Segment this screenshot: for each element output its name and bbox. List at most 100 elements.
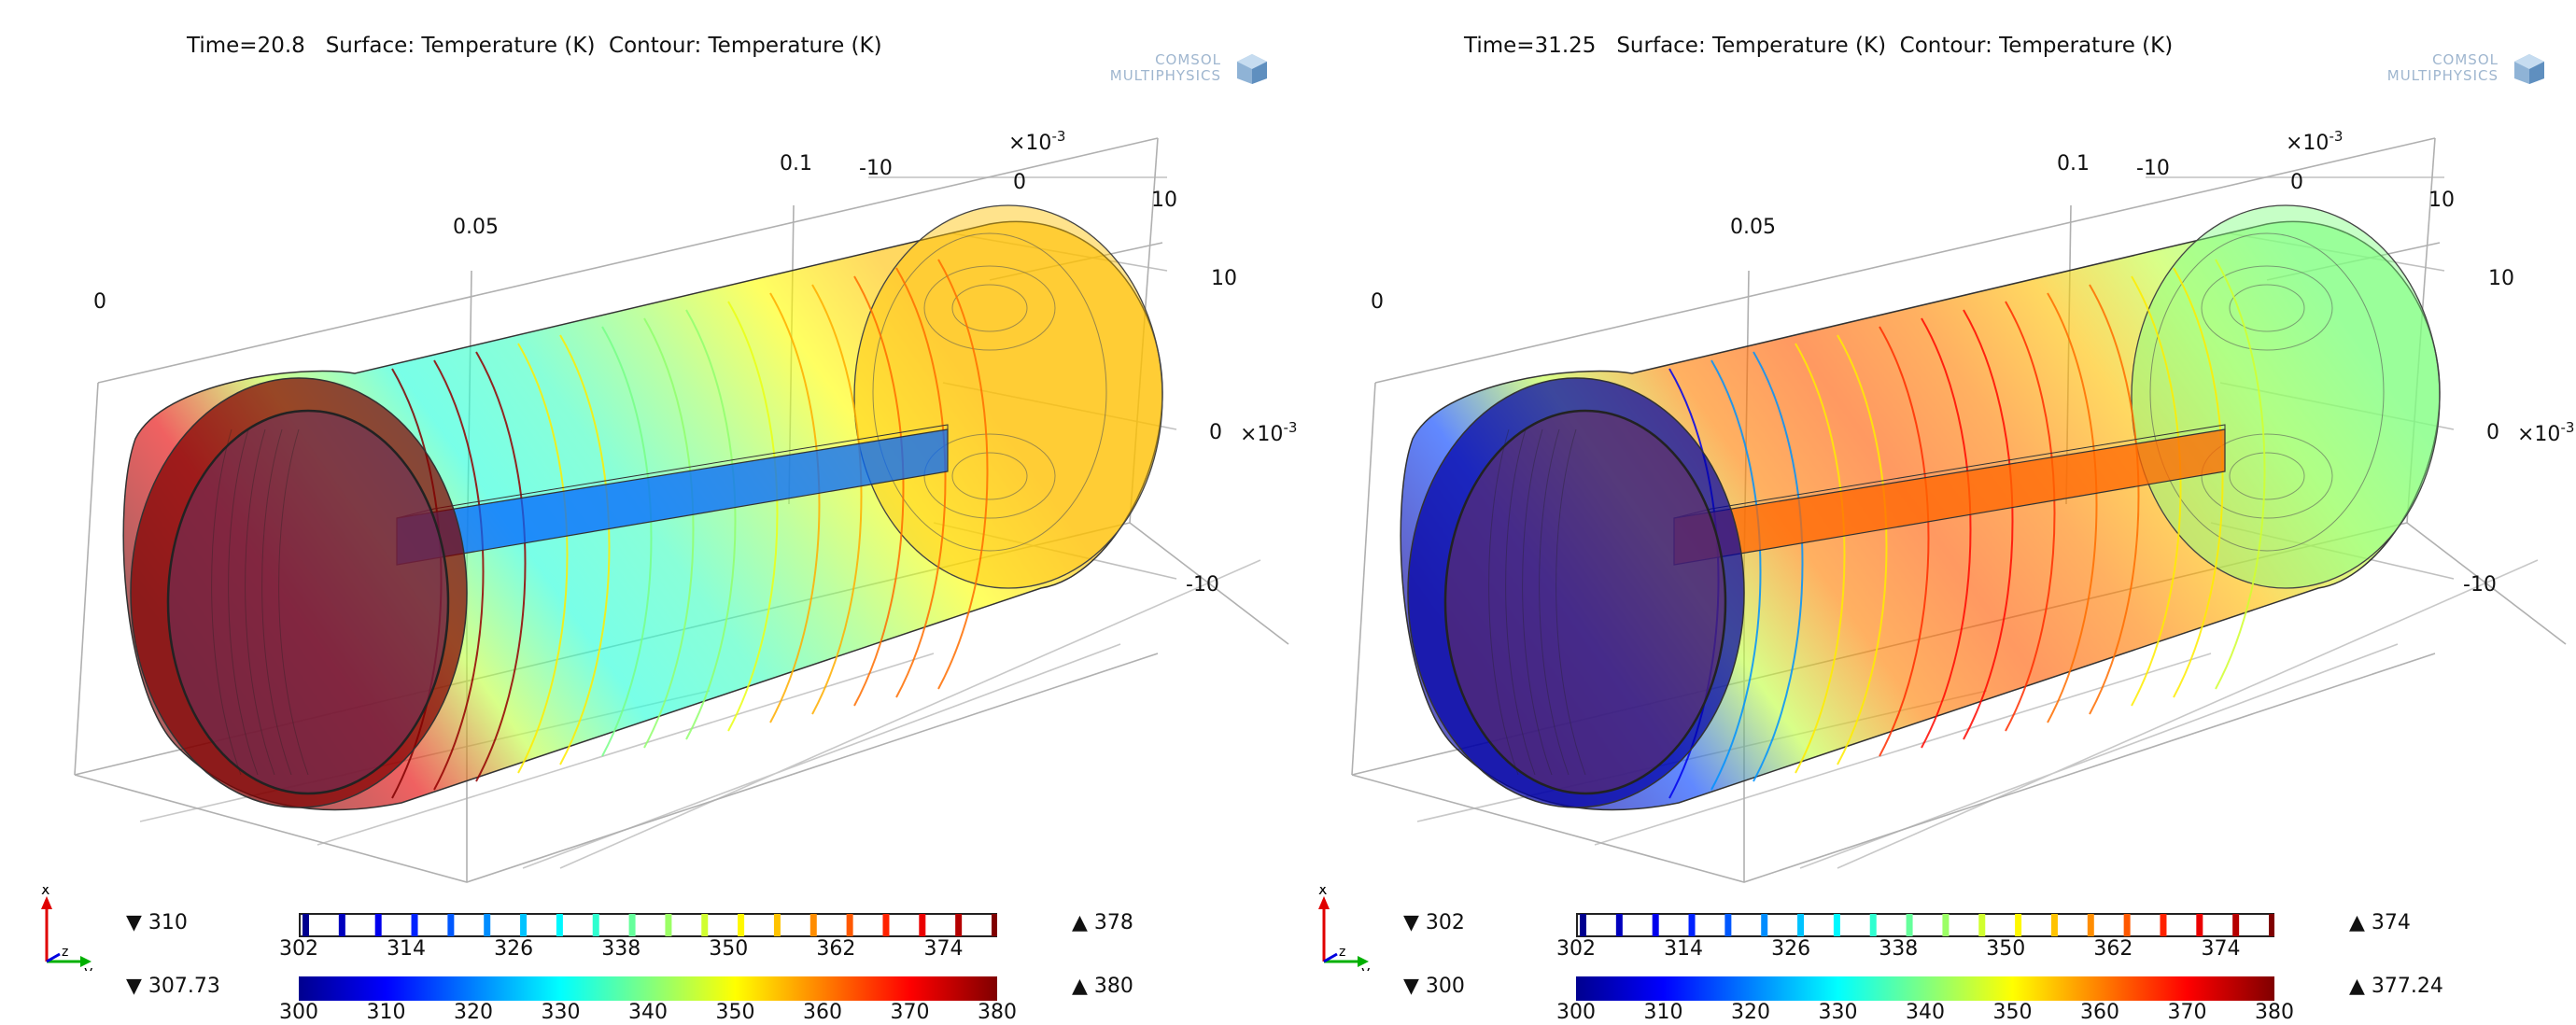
triad-x-label: x <box>1318 887 1327 898</box>
contour-level-swatch <box>556 914 563 936</box>
contour-level-swatch <box>2087 914 2094 936</box>
contour-min-label: ▼ 310 <box>126 911 188 934</box>
contour-level-swatch <box>1761 914 1768 936</box>
surface-tick-label: 340 <box>628 1001 668 1024</box>
contour-level-swatch <box>919 914 926 936</box>
contour-level-swatch <box>2015 914 2022 936</box>
contour-tick-label: 362 <box>816 937 856 961</box>
triad-y-label: y <box>84 962 92 971</box>
contour-tick-label: 338 <box>601 937 641 961</box>
contour-level-swatch <box>773 914 781 936</box>
contour-level-swatch <box>447 914 455 936</box>
far-end-cap <box>2131 204 2441 589</box>
z-tick-10: 10 <box>1211 267 1237 290</box>
contour-level-swatch <box>2196 914 2203 936</box>
surface-max-label: ▲ 380 <box>1072 975 1133 998</box>
contour-level-swatch <box>303 914 309 936</box>
contour-level-swatch <box>2160 914 2167 936</box>
surface-tick-label: 330 <box>1818 1001 1858 1024</box>
contour-level-swatch <box>2123 914 2131 936</box>
z-tick-0: 0 <box>2486 421 2499 444</box>
surface-tick-label: 310 <box>1643 1001 1683 1024</box>
contour-level-swatch <box>1797 914 1805 936</box>
contour-tick-label: 302 <box>279 937 318 961</box>
contour-legend: ▼ 302 ▲ 374 <box>1277 906 2491 952</box>
contour-level-swatch <box>628 914 636 936</box>
near-end-bore <box>166 409 450 795</box>
contour-level-swatch <box>1724 914 1732 936</box>
surface-tick-label: 350 <box>1992 1001 2033 1024</box>
x-tick-0: 0 <box>1371 290 1384 314</box>
triad-y-label: y <box>1361 962 1370 971</box>
surface-tick-label: 360 <box>2080 1001 2119 1024</box>
contour-tick-label: 314 <box>387 937 427 961</box>
surface-tick-label: 320 <box>1731 1001 1770 1024</box>
contour-level-swatch <box>1580 914 1586 936</box>
contour-level-swatch <box>809 914 817 936</box>
y-exponent: ×10-3 <box>2286 128 2343 155</box>
contour-tick-label: 350 <box>709 937 749 961</box>
contour-legend-ticks: 302 314 326 338 350 362 374 <box>1556 937 2274 962</box>
contour-level-swatch <box>520 914 528 936</box>
contour-level-swatch <box>701 914 709 936</box>
far-end-contours <box>923 265 1056 519</box>
surface-tick-label: 360 <box>803 1001 842 1024</box>
near-end-bore <box>1443 409 1727 795</box>
plot-title: Time=20.8 Surface: Temperature (K) Conto… <box>187 34 882 58</box>
colorbar-gradient-rect <box>1576 976 2274 1001</box>
contour-max-label: ▲ 378 <box>1072 911 1133 934</box>
contour-level-swatch <box>665 914 672 936</box>
contour-legend-bar <box>299 913 997 937</box>
cylinder-surface <box>1400 204 2441 811</box>
contour-min-label: ▼ 302 <box>1403 911 1465 934</box>
y-tick-10: 10 <box>2428 189 2455 212</box>
contour-level-swatch <box>992 914 997 936</box>
contour-level-swatch <box>484 914 491 936</box>
surface-colorbar-ticks: 300 310 320 330 340 350 360 370 380 <box>279 1001 1017 1025</box>
y-exponent: ×10-3 <box>1008 128 1065 155</box>
surface-colorbar-ticks: 300 310 320 330 340 350 360 370 380 <box>1556 1001 2294 1025</box>
colorbar-gradient-rect <box>299 976 997 1001</box>
surface-tick-label: 370 <box>2167 1001 2207 1024</box>
contour-level-swatch <box>846 914 853 936</box>
contour-level-swatch <box>1869 914 1877 936</box>
axis-triad-icon: x y z <box>41 887 92 971</box>
surface-max-label: ▲ 377.24 <box>2349 975 2443 998</box>
contour-level-swatch <box>1833 914 1840 936</box>
contour-level-swatch <box>2269 914 2274 936</box>
triad-x-label: x <box>41 887 49 898</box>
contour-level-swatch <box>738 914 745 936</box>
y-tick-neg10: -10 <box>2136 157 2170 180</box>
contour-level-swatch <box>338 914 345 936</box>
contour-lines <box>1668 259 2266 799</box>
comsol-logo: COMSOL MULTIPHYSICS <box>2360 50 2547 91</box>
surface-min-label: ▼ 300 <box>1403 975 1465 998</box>
surface-tick-label: 320 <box>454 1001 493 1024</box>
x-tick-0.05: 0.05 <box>1730 216 1776 239</box>
surface-min-label: ▼ 307.73 <box>126 975 220 998</box>
contour-level-swatch <box>374 914 382 936</box>
y-tick-0: 0 <box>1013 171 1026 194</box>
z-tick-neg10: -10 <box>2463 573 2497 597</box>
contour-level-swatch <box>882 914 890 936</box>
contour-level-swatch <box>2050 914 2058 936</box>
contour-level-swatch <box>411 914 418 936</box>
surface-colorbar-gradient <box>299 976 997 1001</box>
contour-level-swatch <box>1652 914 1659 936</box>
surface-colorbar: ▼ 307.73 ▲ 380 <box>0 971 1214 1018</box>
contour-legend-ticks: 302 314 326 338 350 362 374 <box>279 937 997 962</box>
contour-tick-label: 350 <box>1986 937 2026 961</box>
z-tick-0: 0 <box>1209 421 1222 444</box>
axis-triad-icon: x y z <box>1318 887 1370 971</box>
surface-tick-label: 370 <box>890 1001 930 1024</box>
contour-level-swatch <box>2232 914 2240 936</box>
surface-tick-label: 330 <box>541 1001 581 1024</box>
contour-level-swatch <box>1978 914 1986 936</box>
far-end-contours <box>2201 265 2333 519</box>
contour-tick-label: 314 <box>1664 937 1704 961</box>
contour-level-swatch <box>1615 914 1623 936</box>
contour-tick-label: 338 <box>1879 937 1919 961</box>
contour-level-swatch <box>1688 914 1696 936</box>
contour-level-swatch <box>1906 914 1913 936</box>
contour-tick-label: 374 <box>2201 937 2241 961</box>
